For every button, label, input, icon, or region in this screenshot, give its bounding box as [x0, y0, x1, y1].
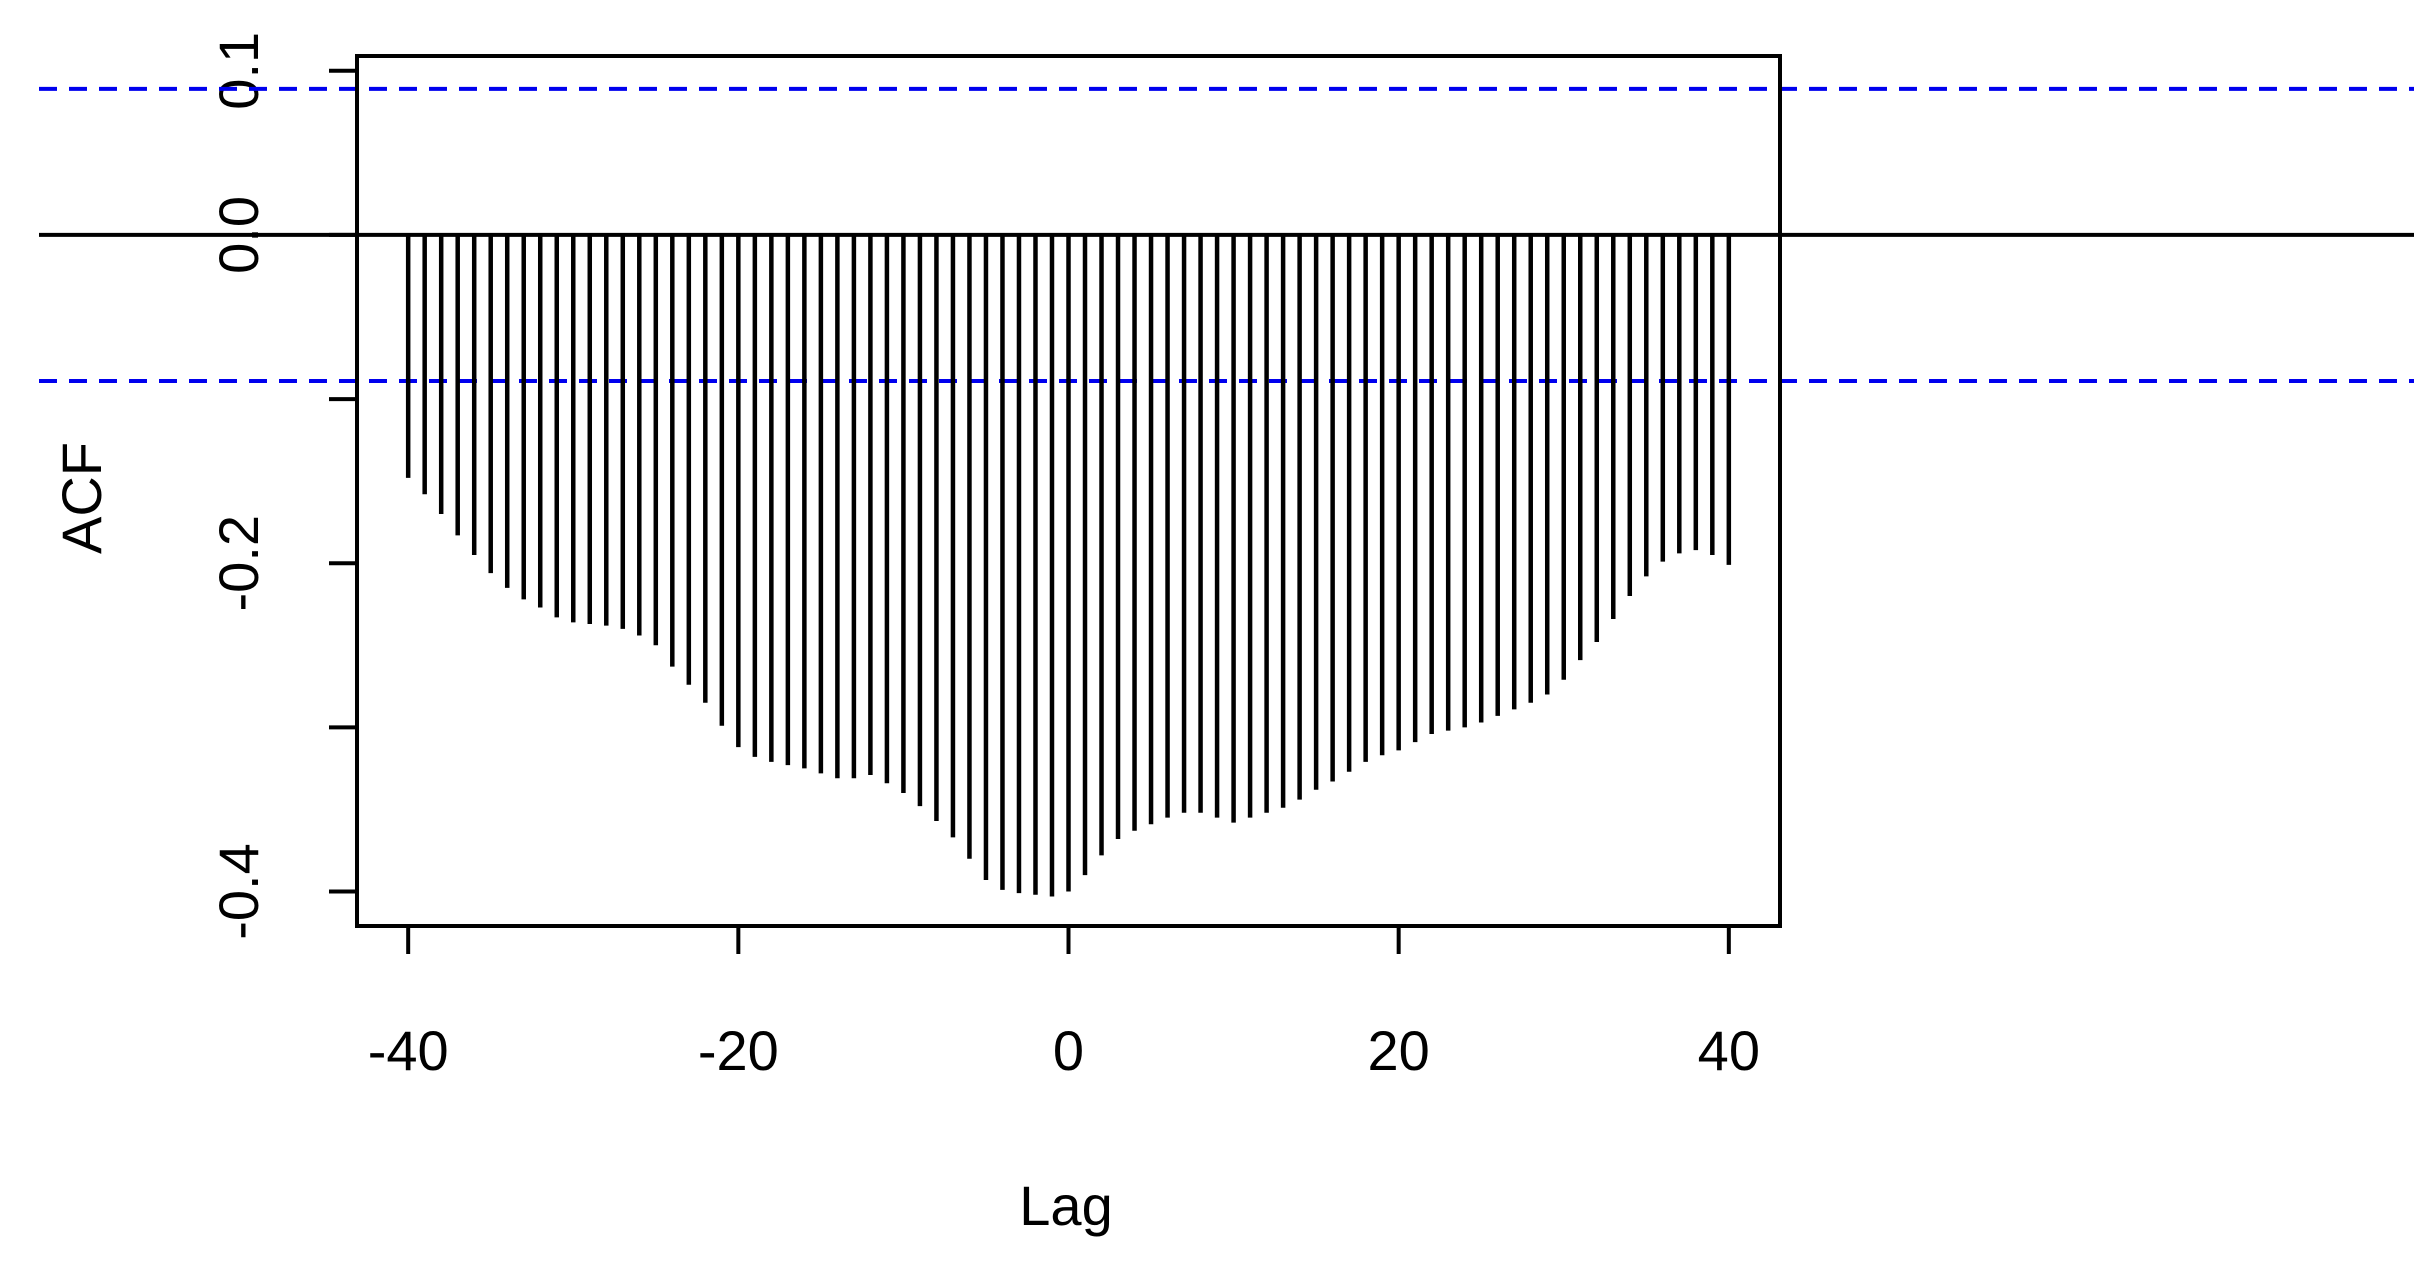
y-tick-label: -0.2: [207, 515, 270, 612]
x-axis-label: Lag: [1019, 1174, 1112, 1237]
x-tick-label: 40: [1698, 1019, 1760, 1082]
plot-frame: [355, 54, 1782, 928]
y-tick-label: 0.1: [207, 32, 270, 110]
y-axis-label: ACF: [50, 442, 113, 554]
x-tick-label: -40: [368, 1019, 449, 1082]
y-tick-label: -0.4: [207, 843, 270, 940]
x-tick-label: 20: [1368, 1019, 1430, 1082]
x-tick-label: 0: [1053, 1019, 1084, 1082]
x-tick-label: -20: [698, 1019, 779, 1082]
